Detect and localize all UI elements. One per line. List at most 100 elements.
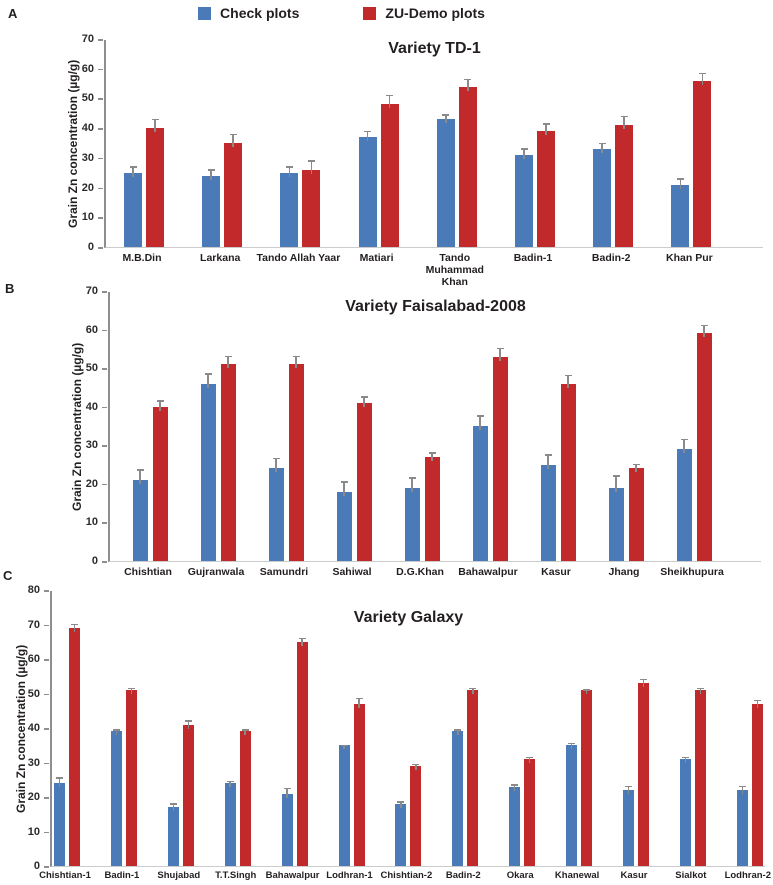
error-bar-cap [397, 801, 405, 803]
error-bar-cap [340, 481, 348, 483]
error-bar-cap [112, 729, 120, 731]
x-axis-label-sialkot: Sialkot [675, 870, 707, 881]
x-axis-label-tando-muhammad-khan: Tando Muhammad Khan [425, 252, 484, 289]
error-bar-cap [226, 780, 234, 783]
y-tick-mark [98, 68, 103, 71]
y-tick-mark [44, 831, 49, 833]
error-bar [467, 78, 469, 91]
error-bar [703, 324, 705, 338]
error-bar-cap [564, 374, 572, 377]
bar-check-plots-chishtian [132, 480, 148, 561]
bar-check-plots-sialkot [679, 759, 691, 866]
bar-check-plots-lodhran-2 [736, 790, 748, 866]
error-bar-cap [542, 123, 550, 125]
error-bar [457, 729, 459, 736]
y-tick-label: 50 [27, 687, 40, 700]
error-bar-cap [464, 78, 472, 81]
error-bar [523, 148, 525, 159]
y-tick-label: 30 [27, 756, 40, 769]
x-axis-label-chishtian-1: Chishtian-1 [39, 870, 91, 881]
error-bar-cap [676, 178, 684, 180]
error-bar [229, 780, 231, 788]
bar-zu-demo-plots-sahiwal [356, 402, 372, 561]
y-tick-label: 10 [85, 516, 98, 529]
y-tick-mark [44, 728, 49, 730]
chart-title: Variety TD-1 [388, 40, 481, 57]
error-bar [187, 720, 190, 729]
chart-title: Variety Galaxy [353, 609, 464, 626]
bar-zu-demo-plots-khanewal [581, 690, 593, 866]
x-axis-label-larkana: Larkana [200, 252, 241, 264]
x-axis-label-m-b-din: M.B.Din [122, 252, 162, 264]
y-tick-label: 50 [81, 92, 94, 105]
bar-zu-demo-plots-lodhran-2 [751, 703, 763, 866]
y-tick-label: 20 [27, 791, 40, 803]
y-tick-mark [98, 187, 103, 190]
bar-zu-demo-plots-shujabad [182, 724, 194, 866]
chart-panel-c: Variety Galaxy Grain Zn concentration (µg… [0, 573, 773, 885]
y-tick-label: 60 [27, 653, 40, 665]
error-bar-cap [428, 452, 436, 454]
error-bar [699, 687, 702, 695]
bar-check-plots-bahawalpur [281, 793, 293, 866]
error-bar-cap [386, 94, 394, 97]
y-tick-mark [44, 659, 49, 661]
error-bar [741, 785, 744, 795]
x-axis-label-bahawalpur: Bahawalpur [265, 870, 320, 881]
error-bar [623, 115, 625, 130]
error-bar-cap [229, 133, 237, 136]
bar-check-plots-lodhran-1 [338, 745, 350, 866]
error-bar [227, 355, 229, 369]
legend-item-check-plots: Check plots [198, 5, 299, 21]
bar-check-plots-samundri [268, 468, 284, 561]
error-bar [172, 803, 175, 812]
error-bar-cap [129, 166, 137, 168]
bar-zu-demo-plots-tando-muhammad-khan [458, 86, 477, 247]
x-axis-label-gujranwala: Gujranwala [187, 566, 245, 578]
error-bar-cap [307, 160, 315, 162]
error-bar [445, 114, 447, 124]
error-bar [547, 454, 549, 469]
error-bar-cap [612, 475, 620, 477]
error-bar-cap [340, 744, 348, 747]
error-bar-cap [272, 457, 280, 460]
chart-legend: Check plots ZU-Demo plots [0, 0, 773, 26]
chart-title: Variety Faisalabad-2008 [345, 298, 526, 315]
error-bar-cap [283, 787, 291, 790]
x-axis-label-shujabad: Shujabad [157, 870, 201, 881]
bar-check-plots-badin-1 [110, 731, 122, 866]
error-bar-cap [625, 785, 632, 788]
error-bar-cap [753, 699, 761, 702]
y-tick-mark [44, 866, 49, 868]
error-bar [288, 166, 291, 177]
bar-check-plots-shujabad [167, 807, 179, 866]
error-bar-cap [696, 687, 704, 690]
error-bar-cap [184, 720, 192, 722]
error-bar [132, 166, 134, 177]
bar-check-plots-sahiwal [336, 491, 352, 561]
bar-check-plots-bahawalpur [472, 426, 488, 561]
y-tick-label: 40 [27, 722, 40, 734]
y-tick-mark [98, 98, 103, 100]
bar-zu-demo-plots-okara [524, 759, 536, 866]
y-tick-mark [102, 561, 107, 563]
error-bar-cap [511, 784, 519, 786]
bar-check-plots-tando-allah-yaar [280, 172, 299, 247]
bar-check-plots-sheikhupura [676, 449, 692, 561]
zu-demo-plots-swatch-icon [363, 6, 377, 20]
error-bar [130, 687, 133, 695]
y-tick-label: 40 [85, 400, 98, 413]
bar-check-plots-kasur [623, 790, 634, 866]
bar-check-plots-gujranwala [200, 383, 216, 561]
y-tick-mark [98, 128, 103, 130]
y-tick-mark [102, 445, 107, 447]
y-tick-label: 60 [81, 62, 94, 75]
y-tick-mark [44, 693, 49, 695]
error-bar [684, 756, 687, 764]
error-bar [479, 415, 481, 430]
y-tick-label: 10 [81, 211, 94, 224]
error-bar [286, 787, 288, 798]
error-bar-cap [408, 477, 416, 479]
error-bar-cap [526, 756, 534, 759]
error-bar [567, 374, 569, 388]
